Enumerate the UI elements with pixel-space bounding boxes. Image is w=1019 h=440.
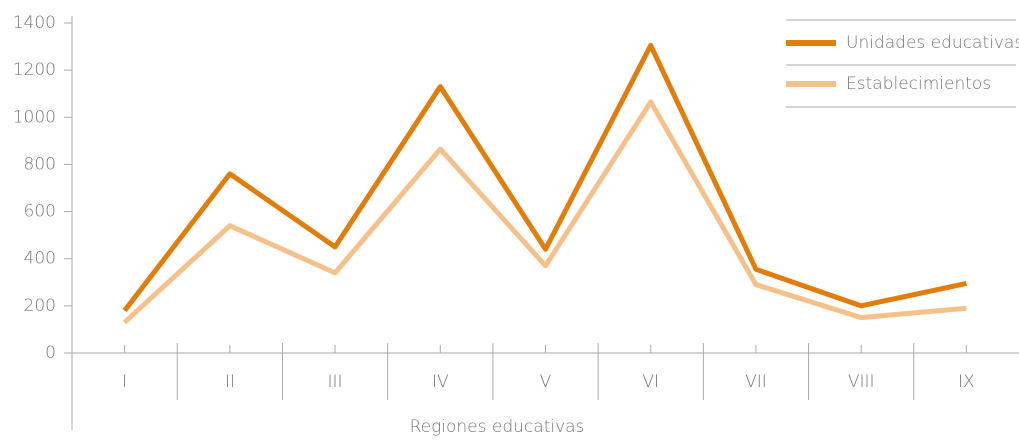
x-tick-label: IV (432, 372, 449, 392)
series-line (122, 42, 967, 313)
x-tick-label: VII (745, 372, 767, 392)
x-tick-label: I (122, 372, 127, 392)
x-tick-label: II (225, 372, 235, 392)
y-tick-label: 1400 (13, 13, 56, 33)
y-tick-label: 800 (24, 154, 56, 174)
legend-label: Unidades educativas (846, 33, 1019, 53)
x-tick-label: V (540, 372, 552, 392)
y-tick-label: 200 (24, 296, 56, 316)
x-axis-label: Regiones educativas (410, 417, 585, 437)
series-line (122, 99, 967, 325)
x-tick-label: VIII (848, 372, 875, 392)
legend-label: Establecimientos (846, 74, 991, 94)
y-tick-label: 400 (24, 249, 56, 269)
y-tick-label: 1000 (13, 107, 56, 127)
y-tick-label: 1200 (13, 60, 56, 80)
y-tick-label: 600 (24, 202, 56, 222)
x-tick-label: VI (642, 372, 659, 392)
y-tick-label: 0 (45, 343, 56, 363)
x-tick-label: IX (958, 372, 975, 392)
x-tick-label: III (328, 372, 343, 392)
